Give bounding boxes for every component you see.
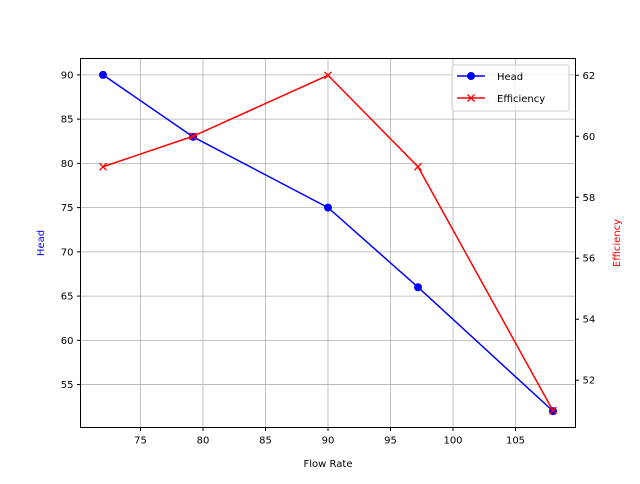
data-point-efficiency [414,162,422,171]
x-tick-label: 100 [443,436,462,447]
data-point-efficiency [467,94,475,102]
y-tick-label-left: 60 [61,336,74,347]
legend: Head Efficiency [451,64,570,112]
y-tick-label-left: 55 [61,380,74,391]
legend-label-efficiency: Efficiency [497,94,545,105]
data-point-efficiency [549,406,557,415]
x-tick-label: 105 [506,436,525,447]
data-point-head [99,70,107,79]
y-tick-label-left: 80 [61,159,74,170]
grid [80,58,576,428]
y-tick-label-right: 56 [583,254,596,265]
data-point-head [414,283,422,292]
y-tick-label-left: 90 [61,70,74,81]
y-tick-label-right: 62 [583,71,596,82]
legend-label-head: Head [497,72,523,83]
data-point-head [467,72,475,80]
y-axis-label-right: Efficiency [612,219,623,267]
x-axis-label: Flow Rate [304,459,353,470]
x-tick-label: 80 [197,436,210,447]
x-tick-label: 75 [134,436,147,447]
y-tick-label-left: 65 [61,292,74,303]
series-lines [99,70,557,416]
y-tick-label-right: 52 [583,376,596,387]
ticks: 75 80 85 90 95 100 105 55 60 65 70 75 80 85 90 52 54 56 58… [61,70,595,446]
x-tick-label: 95 [384,436,397,447]
data-point-head [324,203,332,212]
x-tick-label: 90 [322,436,335,447]
x-tick-label: 85 [259,436,272,447]
data-point-efficiency [324,71,332,80]
y-tick-label-right: 54 [583,315,596,326]
data-point-efficiency [99,162,107,171]
data-point-efficiency [189,132,197,141]
y-tick-label-left: 85 [61,115,74,126]
y-tick-label-left: 75 [61,203,74,214]
y-tick-label-left: 70 [61,247,74,258]
y-axis-label-left: Head [36,230,47,256]
y-tick-label-right: 60 [583,132,596,143]
y-tick-label-right: 58 [583,193,596,204]
